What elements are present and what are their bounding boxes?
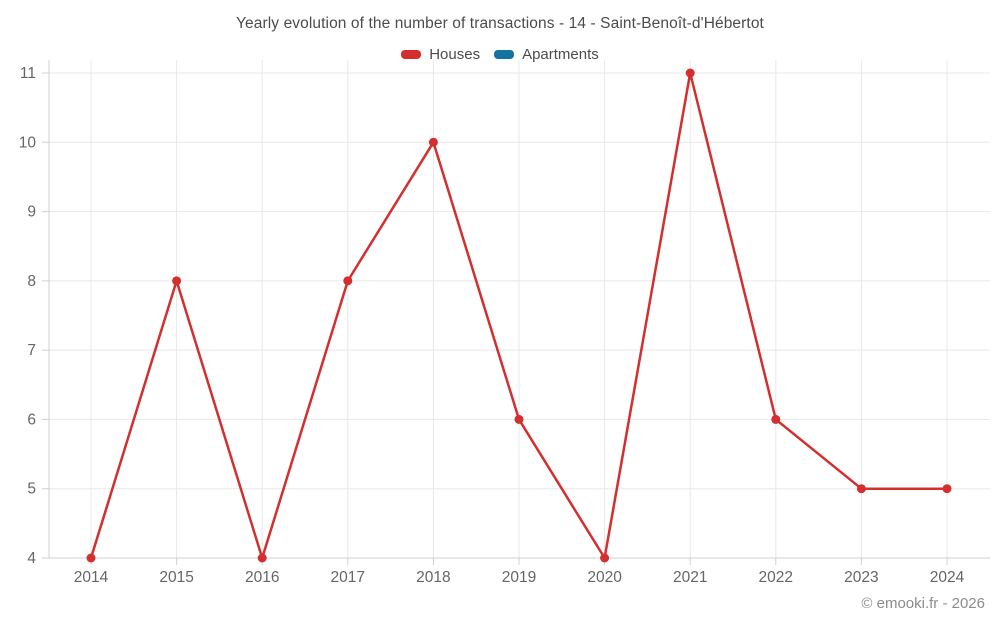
legend-item-apartments[interactable]: Apartments <box>494 46 599 63</box>
y-axis-label: 8 <box>27 273 36 290</box>
x-axis-label: 2014 <box>74 569 109 586</box>
x-axis-label: 2021 <box>673 569 707 586</box>
data-point-houses-2020[interactable] <box>600 553 610 563</box>
data-point-houses-2017[interactable] <box>343 276 353 286</box>
legend-label: Houses <box>429 46 481 63</box>
legend-label: Apartments <box>522 46 599 63</box>
legend-item-houses[interactable]: Houses <box>401 46 480 63</box>
chart-legend: Houses Apartments <box>0 46 1000 63</box>
y-axis-label: 4 <box>27 550 36 567</box>
data-point-houses-2024[interactable] <box>942 484 952 494</box>
x-axis-label: 2015 <box>159 569 193 586</box>
data-point-houses-2019[interactable] <box>514 414 524 424</box>
y-axis-label: 7 <box>27 342 36 359</box>
y-axis-label: 10 <box>19 134 37 151</box>
data-point-houses-2015[interactable] <box>172 276 182 286</box>
watermark: © emooki.fr - 2026 <box>861 595 985 612</box>
legend-swatch-icon <box>401 50 422 59</box>
legend-swatch-icon <box>494 50 515 59</box>
data-point-houses-2022[interactable] <box>771 414 781 424</box>
y-axis-label: 5 <box>27 481 36 498</box>
data-point-houses-2021[interactable] <box>685 68 695 78</box>
x-axis-label: 2019 <box>502 569 536 586</box>
y-axis-label: 6 <box>27 411 36 428</box>
x-axis-label: 2018 <box>416 569 450 586</box>
data-point-houses-2018[interactable] <box>428 137 438 147</box>
x-axis-label: 2020 <box>587 569 622 586</box>
chart-title: Yearly evolution of the number of transa… <box>236 15 764 32</box>
y-axis-label: 11 <box>20 65 36 82</box>
x-axis-label: 2022 <box>759 569 793 586</box>
x-axis-label: 2016 <box>245 569 279 586</box>
data-point-houses-2014[interactable] <box>86 553 96 563</box>
data-point-houses-2023[interactable] <box>856 484 866 494</box>
data-point-houses-2016[interactable] <box>257 553 267 563</box>
x-axis-label: 2024 <box>930 569 965 586</box>
x-axis-label: 2017 <box>331 569 365 586</box>
y-axis-label: 9 <box>27 204 36 221</box>
x-axis-label: 2023 <box>844 569 878 586</box>
